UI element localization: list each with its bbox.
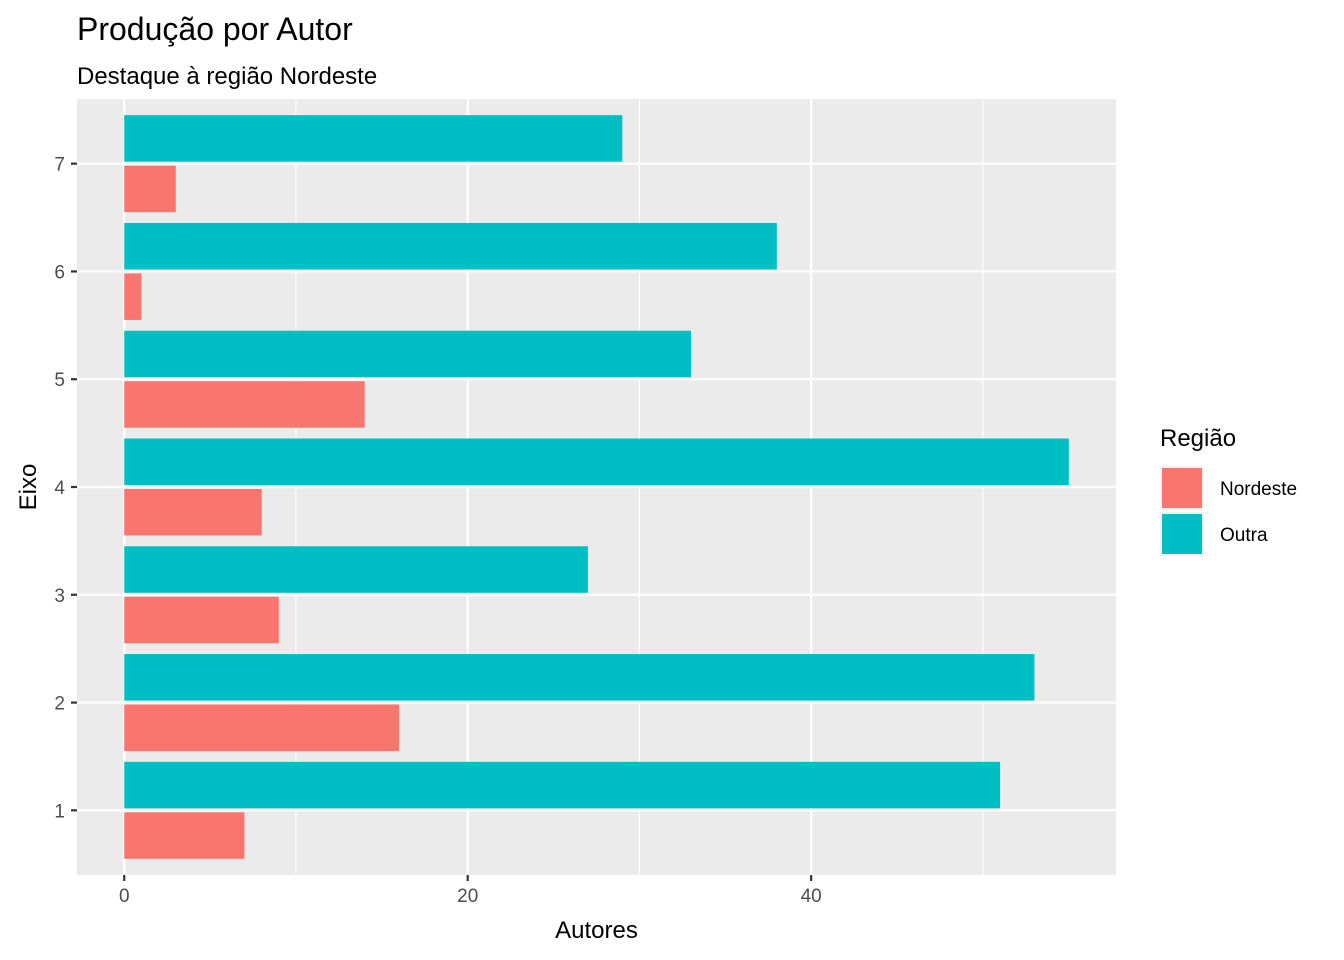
legend-label-outra: Outra	[1220, 525, 1268, 546]
x-tick-label: 40	[801, 886, 822, 907]
bar-outra-2	[124, 654, 1035, 701]
y-axis-title: Eixo	[15, 464, 42, 511]
y-tick-label: 6	[54, 262, 65, 283]
bar-outra-1	[124, 761, 1001, 809]
bar-outra-6	[124, 222, 777, 270]
bar-nordeste-5	[124, 381, 365, 428]
legend-label-nordeste: Nordeste	[1220, 479, 1297, 500]
bar-nordeste-6	[124, 273, 142, 320]
bar-nordeste-7	[124, 165, 176, 213]
bar-nordeste-1	[124, 812, 245, 859]
legend-swatch-outra	[1162, 514, 1202, 554]
bars	[124, 115, 1069, 859]
y-tick-label: 7	[54, 155, 65, 176]
y-tick-label: 3	[54, 586, 65, 607]
bar-outra-5	[124, 330, 691, 378]
chart-subtitle: Destaque à região Nordeste	[77, 63, 377, 90]
y-tick-label: 1	[54, 801, 65, 822]
legend-swatch-nordeste	[1162, 468, 1202, 508]
bar-outra-4	[124, 438, 1069, 485]
bar-nordeste-4	[124, 489, 262, 536]
bar-nordeste-2	[124, 704, 400, 752]
x-tick-label: 0	[119, 886, 130, 907]
legend-entries: Nordeste Outra	[1160, 466, 1297, 556]
y-tick-label: 5	[54, 370, 65, 391]
chart-title: Produção por Autor	[77, 11, 353, 47]
bar-outra-7	[124, 115, 623, 162]
y-tick-label: 4	[54, 478, 65, 499]
grid-lines	[77, 99, 1116, 875]
bar-outra-3	[124, 546, 588, 593]
x-axis-title: Autores	[555, 917, 638, 944]
x-tick-label: 20	[457, 886, 478, 907]
y-tick-label: 2	[54, 694, 65, 715]
bar-nordeste-3	[124, 596, 279, 644]
legend: Região Nordeste Outra	[1160, 425, 1297, 556]
axes: 1 2 3 4 5 6 7 0 20 40	[54, 155, 821, 907]
legend-title: Região	[1160, 425, 1236, 452]
